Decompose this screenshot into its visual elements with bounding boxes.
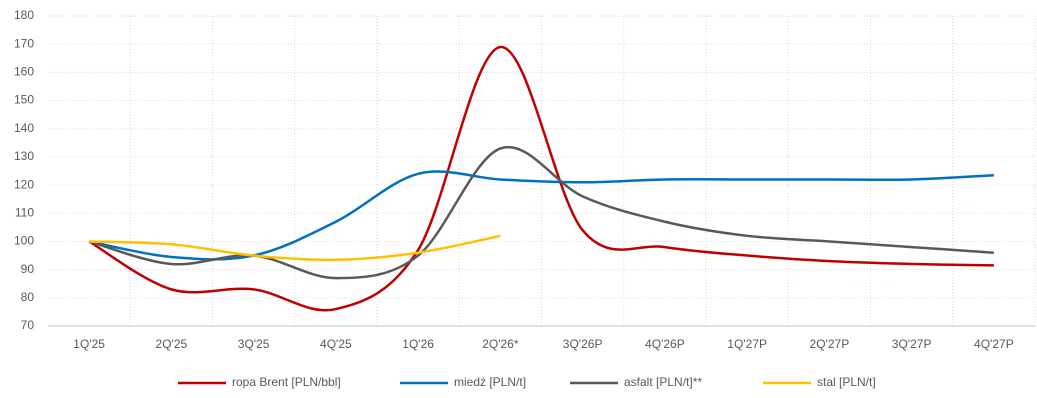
x-tick-label: 4Q'25 [320,337,352,351]
x-tick-label: 2Q'27P [810,337,850,351]
y-tick-label: 90 [21,262,35,276]
y-tick-label: 100 [14,234,34,248]
y-tick-label: 120 [14,177,34,191]
x-tick-label: 3Q'25 [238,337,270,351]
x-tick-label: 4Q'27P [974,337,1014,351]
y-tick-label: 140 [14,121,34,135]
legend-label: ropa Brent [PLN/bbl] [232,375,341,389]
x-tick-label: 1Q'25 [73,337,105,351]
y-tick-label: 70 [21,318,35,332]
y-tick-label: 170 [14,36,34,50]
x-tick-label: 2Q'25 [156,337,188,351]
x-tick-label: 3Q'26P [563,337,603,351]
series-line [88,45,994,312]
x-tick-label: 2Q'26* [482,337,519,351]
series-line [88,170,994,261]
y-tick-label: 130 [14,149,34,163]
x-tick-label: 4Q'26P [645,337,685,351]
y-tick-label: 80 [21,290,35,304]
y-tick-label: 150 [14,93,34,107]
legend-label: asfalt [PLN/t]** [624,375,702,389]
y-tick-label: 160 [14,65,34,79]
legend-label: miedź [PLN/t] [454,375,526,389]
series-line [89,234,501,262]
x-tick-label: 3Q'27P [892,337,932,351]
y-tick-label: 180 [14,8,34,22]
x-tick-label: 1Q'26 [402,337,434,351]
legend-label: stal [PLN/t] [817,375,876,389]
y-tick-label: 110 [15,205,34,219]
x-tick-label: 1Q'27P [727,337,767,351]
